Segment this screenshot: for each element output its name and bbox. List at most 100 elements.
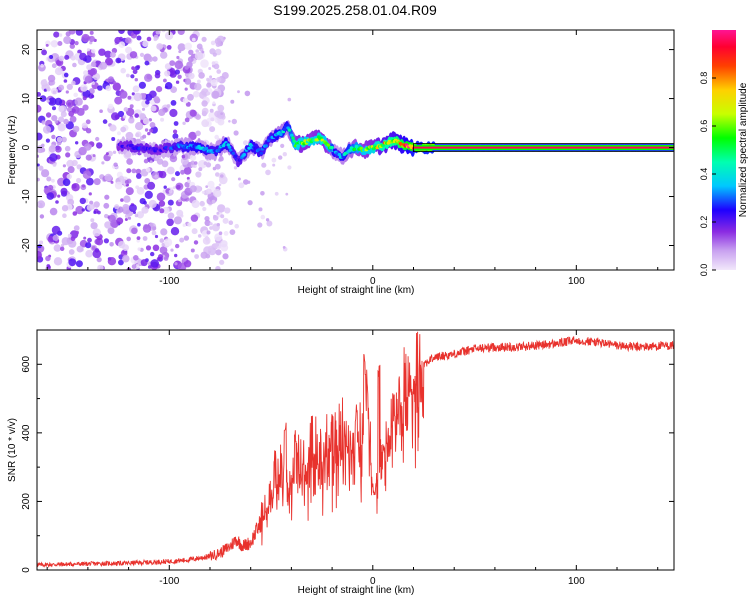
snr-y-tick-label: 600 [21, 356, 32, 373]
noise-blob [156, 158, 164, 165]
noise-blob [37, 202, 40, 207]
ridge-core [326, 143, 331, 147]
noise-blob [63, 118, 69, 125]
noise-blob [51, 225, 61, 235]
noise-blob [89, 41, 93, 45]
noise-blob [217, 204, 226, 213]
colorbar-tick-label: 0.2 [699, 216, 709, 229]
noise-blob [145, 100, 150, 105]
ridge-core [264, 144, 269, 148]
noise-blob [159, 238, 165, 243]
noise-blob [68, 30, 76, 35]
ridge-core [242, 153, 246, 157]
noise-blob [125, 187, 134, 196]
noise-blob [114, 96, 123, 105]
noise-blob [69, 115, 77, 123]
noise-blob [149, 122, 156, 128]
noise-blob [45, 255, 51, 262]
noise-blob [202, 237, 211, 245]
snr-xlabel: Height of straight line (km) [298, 585, 415, 596]
noise-blob [258, 207, 263, 212]
noise-blob [154, 234, 159, 239]
noise-blob [131, 92, 135, 96]
noise-blob [120, 249, 128, 257]
noise-blob [216, 110, 225, 120]
noise-blob [50, 40, 59, 48]
noise-blob [215, 172, 220, 177]
noise-blob [182, 257, 187, 262]
noise-blob [82, 96, 87, 101]
noise-blob [104, 213, 109, 219]
noise-blob [156, 192, 166, 202]
noise-blob [135, 122, 144, 131]
noise-blob [64, 54, 70, 60]
ridge-core [279, 132, 283, 136]
noise-blob [68, 249, 75, 255]
noise-blob [139, 112, 146, 120]
noise-blob [107, 257, 117, 266]
noise-blob [96, 257, 102, 263]
noise-blob [136, 236, 141, 241]
noise-blob [274, 191, 279, 196]
noise-blob [181, 154, 186, 159]
noise-blob [102, 119, 108, 124]
noise-blob [112, 82, 122, 91]
noise-blob [48, 97, 57, 106]
noise-blob [193, 240, 199, 245]
noise-blob [175, 80, 180, 84]
noise-blob [134, 65, 140, 71]
noise-blob [57, 194, 61, 198]
noise-blob [61, 237, 70, 246]
noise-blob [163, 78, 167, 83]
noise-blob [88, 35, 95, 43]
noise-blob [183, 167, 192, 175]
noise-blob [206, 117, 211, 122]
noise-blob [92, 228, 101, 237]
noise-blob [136, 187, 145, 195]
noise-blob [205, 185, 209, 189]
noise-blob [169, 154, 178, 163]
noise-blob [237, 90, 240, 94]
noise-blob [90, 222, 98, 230]
noise-blob [174, 69, 180, 75]
noise-blob [194, 254, 200, 259]
noise-blob [260, 191, 265, 196]
noise-blob [93, 210, 97, 214]
noise-blob [146, 36, 152, 42]
noise-blob [145, 245, 152, 251]
noise-blob [223, 231, 229, 236]
noise-blob [46, 192, 55, 200]
noise-blob [75, 260, 83, 268]
noise-blob [213, 197, 217, 201]
noise-blob [201, 50, 205, 54]
noise-blob [53, 244, 62, 252]
noise-blob [150, 251, 155, 257]
noise-blob [91, 48, 96, 54]
noise-blob [170, 248, 174, 252]
noise-blob [147, 56, 154, 62]
snr-panel: -100 0 100 0 200 400 600 Height of straight li… [7, 329, 675, 596]
noise-blob [208, 111, 216, 120]
noise-blob [51, 63, 57, 69]
noise-blob [60, 111, 67, 118]
noise-blob [37, 250, 42, 260]
snr-frame [36, 329, 675, 571]
noise-blob [43, 187, 51, 195]
noise-blob [195, 114, 202, 120]
noise-blob [52, 234, 59, 241]
noise-blob [164, 63, 172, 70]
noise-blob [144, 60, 150, 66]
noise-blob [176, 184, 181, 190]
noise-blob [138, 81, 146, 89]
noise-blob [224, 207, 231, 214]
noise-blob [188, 131, 197, 141]
noise-blob [287, 97, 292, 102]
noise-blob [189, 109, 197, 117]
noise-blob [220, 112, 224, 115]
noise-blob [80, 84, 88, 92]
noise-blob [90, 61, 97, 68]
noise-blob [160, 51, 167, 58]
noise-blob [83, 143, 92, 151]
noise-blob [172, 186, 176, 190]
ridge-core [330, 146, 334, 150]
